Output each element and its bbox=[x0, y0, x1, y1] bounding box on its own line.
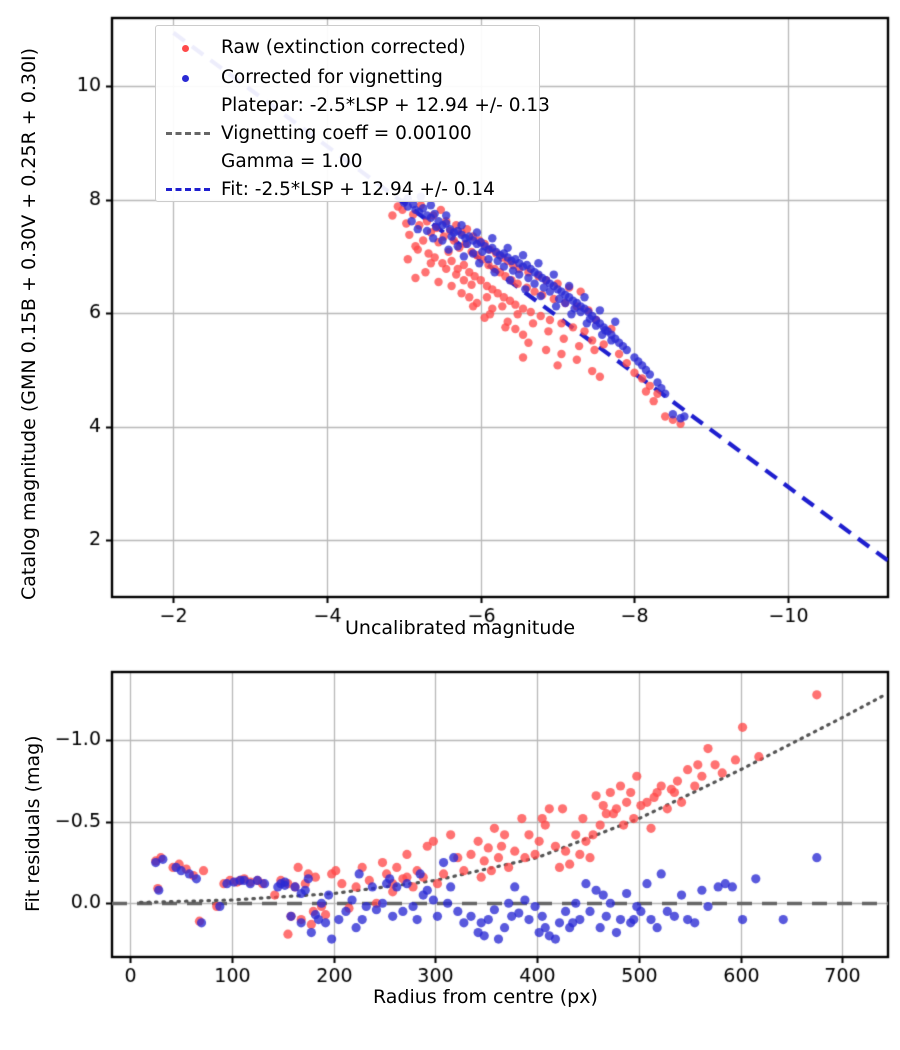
legend-row: Platepar: -2.5*LSP + 12.94 +/- 0.13 bbox=[156, 93, 550, 119]
legend-row: Corrected for vignetting bbox=[156, 63, 539, 93]
legend-row: Vignetting coeff = 0.00100 bbox=[156, 119, 539, 149]
legend-spacer bbox=[165, 98, 211, 114]
legend-row: Raw (extinction corrected) bbox=[156, 33, 539, 63]
blue-dashed-line-icon bbox=[166, 188, 210, 191]
top-plot-legend: Raw (extinction corrected) Corrected for … bbox=[155, 25, 550, 202]
blue-dot-icon bbox=[182, 75, 189, 82]
legend-spacer bbox=[165, 154, 211, 170]
legend-label: Platepar: -2.5*LSP + 12.94 +/- 0.13 bbox=[221, 94, 550, 116]
legend-marker-raw-icon bbox=[165, 40, 211, 56]
legend-label: Fit: -2.5*LSP + 12.94 +/- 0.14 bbox=[221, 178, 495, 200]
legend-blue-dashed-line-icon bbox=[165, 182, 211, 198]
legend-label: Raw (extinction corrected) bbox=[221, 36, 466, 58]
legend-label: Corrected for vignetting bbox=[221, 66, 443, 88]
legend-row-list: Raw (extinction corrected) Corrected for … bbox=[156, 26, 550, 201]
legend-label: Gamma = 1.00 bbox=[221, 150, 363, 172]
legend-label: Vignetting coeff = 0.00100 bbox=[221, 122, 472, 144]
legend-row: Gamma = 1.00 bbox=[156, 149, 539, 175]
gray-dashed-line-icon bbox=[166, 132, 210, 135]
legend-gray-dashed-line-icon bbox=[165, 126, 211, 142]
red-dot-icon bbox=[182, 45, 189, 52]
legend-marker-corrected-icon bbox=[165, 70, 211, 86]
legend-row: Fit: -2.5*LSP + 12.94 +/- 0.14 bbox=[156, 175, 539, 205]
